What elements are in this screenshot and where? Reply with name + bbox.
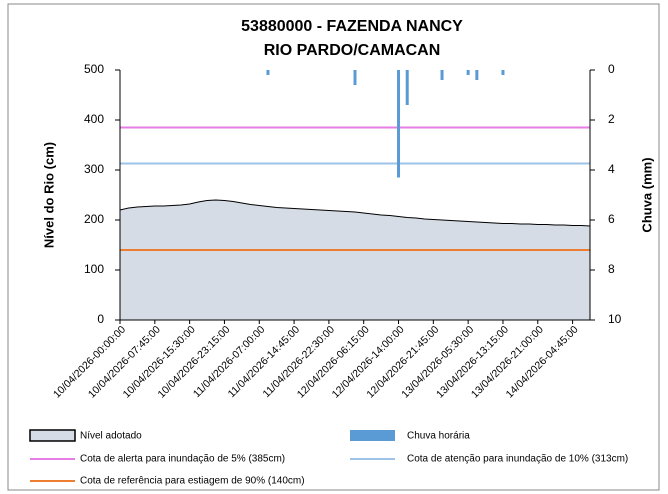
rain-bar (405, 70, 409, 105)
legend-swatch (350, 430, 395, 441)
rain-bar (501, 70, 505, 75)
y-tick-label: 300 (84, 162, 104, 176)
y-tick-label: 0 (97, 312, 104, 326)
legend-label: Chuva horária (407, 431, 470, 442)
legend-label: Nível adotado (80, 431, 142, 442)
rain-bar (266, 70, 270, 75)
y2-tick-label: 8 (608, 262, 615, 276)
y2-tick-label: 0 (608, 62, 615, 76)
chart-title: 53880000 - FAZENDA NANCY (241, 18, 463, 35)
y-tick-label: 200 (84, 212, 104, 226)
y2-tick-label: 6 (608, 212, 615, 226)
y-tick-label: 400 (84, 112, 104, 126)
y-tick-label: 100 (84, 262, 104, 276)
area-line (119, 199, 591, 227)
area (120, 200, 590, 320)
rain-bar (440, 70, 444, 80)
legend-label: Cota de referência para estiagem de 90% … (80, 476, 305, 487)
y2-tick-label: 10 (608, 312, 622, 326)
y2-axis-label: Chuva (mm) (639, 157, 654, 232)
legend-label: Cota de alerta para inundação de 5% (385… (80, 454, 285, 465)
rain-bar (475, 70, 479, 80)
y-axis-label: Nível do Rio (cm) (41, 142, 56, 248)
rain-bar (397, 70, 401, 178)
legend-swatch (29, 429, 76, 442)
legend-label: Cota de atenção para inundação de 10% (3… (407, 454, 628, 465)
y2-tick-label: 4 (608, 162, 615, 176)
rain-bar (466, 70, 470, 75)
y-tick-label: 500 (84, 62, 104, 76)
rain-bar (353, 70, 357, 85)
y2-tick-label: 2 (608, 112, 615, 126)
chart-subtitle: RIO PARDO/CAMACAN (264, 42, 441, 59)
